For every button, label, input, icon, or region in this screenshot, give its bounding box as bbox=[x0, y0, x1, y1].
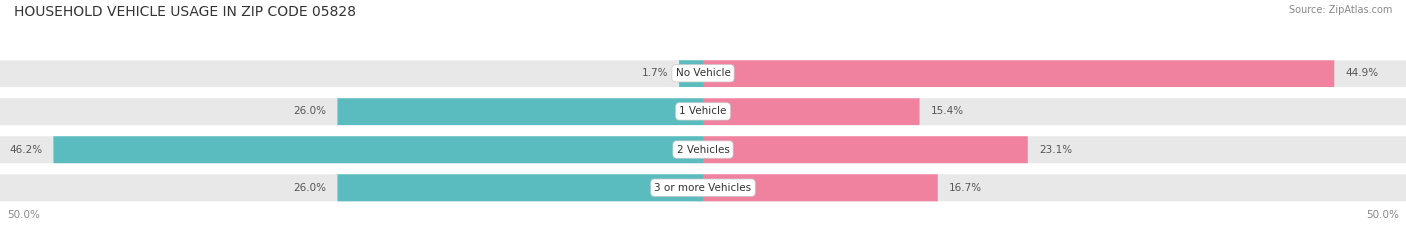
FancyBboxPatch shape bbox=[703, 60, 1334, 87]
Text: No Vehicle: No Vehicle bbox=[675, 68, 731, 78]
FancyBboxPatch shape bbox=[703, 174, 1406, 201]
FancyBboxPatch shape bbox=[337, 98, 703, 125]
FancyBboxPatch shape bbox=[0, 98, 703, 125]
Text: 1.7%: 1.7% bbox=[641, 68, 668, 78]
Text: 26.0%: 26.0% bbox=[294, 106, 326, 116]
FancyBboxPatch shape bbox=[703, 60, 1406, 87]
FancyBboxPatch shape bbox=[337, 174, 703, 201]
Text: 3 or more Vehicles: 3 or more Vehicles bbox=[654, 183, 752, 193]
FancyBboxPatch shape bbox=[703, 136, 1406, 163]
Text: 2 Vehicles: 2 Vehicles bbox=[676, 144, 730, 154]
Text: 26.0%: 26.0% bbox=[294, 183, 326, 193]
Text: 23.1%: 23.1% bbox=[1039, 144, 1073, 154]
FancyBboxPatch shape bbox=[703, 98, 1406, 125]
FancyBboxPatch shape bbox=[703, 174, 938, 201]
Text: Source: ZipAtlas.com: Source: ZipAtlas.com bbox=[1288, 5, 1392, 15]
Text: 46.2%: 46.2% bbox=[8, 144, 42, 154]
Text: HOUSEHOLD VEHICLE USAGE IN ZIP CODE 05828: HOUSEHOLD VEHICLE USAGE IN ZIP CODE 0582… bbox=[14, 5, 356, 19]
Text: 50.0%: 50.0% bbox=[7, 210, 39, 220]
Text: 44.9%: 44.9% bbox=[1346, 68, 1379, 78]
Text: 50.0%: 50.0% bbox=[1367, 210, 1399, 220]
FancyBboxPatch shape bbox=[703, 136, 1028, 163]
FancyBboxPatch shape bbox=[703, 98, 920, 125]
FancyBboxPatch shape bbox=[0, 136, 703, 163]
FancyBboxPatch shape bbox=[53, 136, 703, 163]
Text: 16.7%: 16.7% bbox=[949, 183, 983, 193]
Text: 15.4%: 15.4% bbox=[931, 106, 965, 116]
FancyBboxPatch shape bbox=[679, 60, 703, 87]
FancyBboxPatch shape bbox=[0, 60, 703, 87]
FancyBboxPatch shape bbox=[0, 174, 703, 201]
Text: 1 Vehicle: 1 Vehicle bbox=[679, 106, 727, 116]
